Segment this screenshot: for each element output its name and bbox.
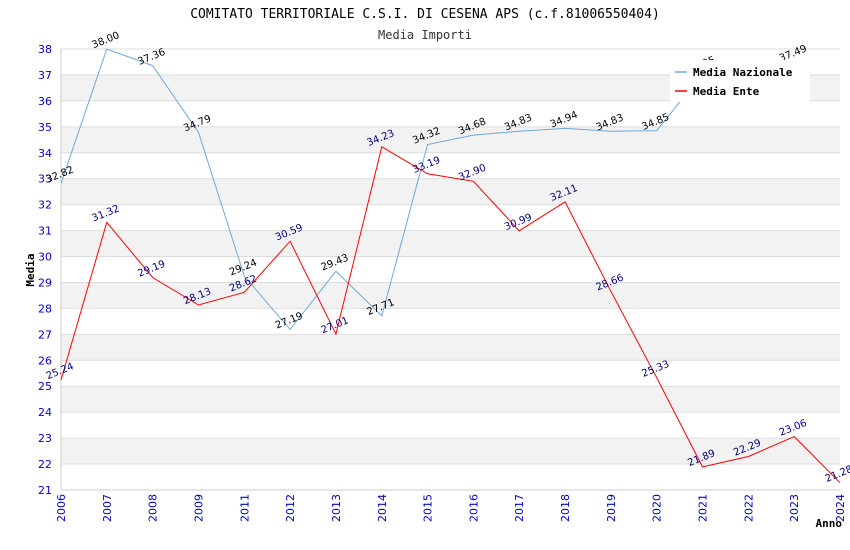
x-tick-label: 2016 (467, 494, 480, 522)
x-tick-label: 2006 (55, 494, 68, 522)
y-axis-label: Media (24, 253, 37, 286)
y-tick-label: 24 (38, 406, 52, 419)
y-tick-label: 32 (38, 199, 52, 212)
y-tick-label: 29 (38, 276, 52, 289)
x-tick-label: 2022 (742, 494, 755, 522)
legend-entry: Media Ente (693, 85, 760, 98)
grid-band (61, 438, 840, 465)
y-tick-label: 27 (38, 328, 52, 341)
x-tick-label: 2007 (101, 494, 114, 522)
legend: Media Nazionale Media Ente (670, 60, 810, 102)
x-tick-label: 2015 (422, 494, 435, 522)
grid-band (61, 100, 840, 127)
y-tick-label: 23 (38, 432, 52, 445)
x-tick-label: 2023 (788, 494, 801, 522)
x-axis-label: Anno (816, 517, 843, 530)
x-tick-label: 2021 (697, 494, 710, 522)
x-tick-label: 2013 (330, 494, 343, 522)
x-tick-label: 2024 (834, 494, 847, 522)
chart-subtitle: Media Importi (378, 28, 472, 42)
y-tick-label: 38 (38, 43, 52, 56)
series-lines (60, 48, 841, 484)
y-tick-label: 34 (38, 147, 52, 160)
legend-box (670, 60, 810, 102)
x-tick-label: 2008 (147, 494, 160, 522)
data-label: 38.00 (91, 30, 122, 51)
grid-band (61, 360, 840, 387)
x-tick-label: 2018 (559, 494, 572, 522)
grid-band (61, 412, 840, 439)
y-tick-label: 22 (38, 458, 52, 471)
y-tick-label: 37 (38, 69, 52, 82)
grid-band (61, 334, 840, 361)
grid-band (61, 308, 840, 335)
grid-band (61, 282, 840, 309)
y-tick-label: 30 (38, 251, 52, 264)
grid-bands (60, 48, 840, 491)
y-tick-label: 36 (38, 95, 52, 108)
y-tick-label: 21 (38, 484, 52, 497)
grid-band (61, 386, 840, 413)
grid-band (61, 256, 840, 283)
x-tick-label: 2009 (192, 494, 205, 522)
x-tick-label: 2019 (605, 494, 618, 522)
y-tick-label: 28 (38, 302, 52, 315)
chart-title: COMITATO TERRITORIALE C.S.I. DI CESENA A… (190, 7, 660, 22)
y-tick-label: 35 (38, 121, 52, 134)
grid-band (61, 178, 840, 205)
grid-band (61, 464, 840, 490)
x-tick-label: 2020 (651, 494, 664, 522)
y-tick-label: 25 (38, 380, 52, 393)
y-tick-label: 33 (38, 173, 52, 186)
legend-entry: Media Nazionale (693, 66, 793, 79)
series-line-media-nazionale (60, 48, 795, 331)
x-tick-label: 2012 (284, 494, 297, 522)
y-tick-label: 26 (38, 354, 52, 367)
x-tick-label: 2011 (238, 494, 251, 522)
x-tick-label: 2014 (376, 494, 389, 522)
grid-band (61, 230, 840, 257)
y-axis-ticks: 21 22 23 24 25 26 27 28 29 30 31 32 33 34 35 36 37 38 (38, 43, 52, 497)
grid-band (61, 204, 840, 231)
y-tick-label: 31 (38, 225, 52, 238)
x-tick-label: 2017 (513, 494, 526, 522)
series-line-media-ente (60, 146, 841, 484)
grid-band (61, 152, 840, 179)
x-axis-ticks: 2006 2007 2008 2009 2011 2012 2013 2014 2015 2016… (55, 494, 847, 522)
